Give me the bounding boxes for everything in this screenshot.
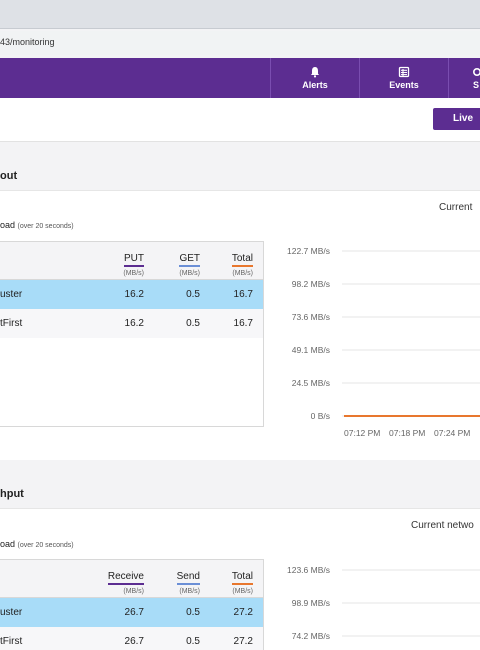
- column-header[interactable]: GET (MB/s): [160, 248, 200, 277]
- throughput-subtitle: oad (over 20 seconds): [0, 220, 74, 230]
- table-header: PUT (MB/s) GET (MB/s) Total (MB/s): [0, 242, 263, 280]
- row-name: tFirst: [0, 318, 23, 329]
- column-header[interactable]: Total (MB/s): [212, 566, 253, 595]
- table-header: Receive (MB/s) Send (MB/s) Total (MB/s): [0, 560, 263, 598]
- nav-alerts[interactable]: Alerts: [270, 58, 359, 98]
- cell-value: 27.2: [233, 607, 253, 618]
- browser-tab-strip: [0, 0, 480, 29]
- row-name: uster: [0, 607, 23, 618]
- x-tick-label: 07:24 PM: [434, 428, 470, 438]
- throughput-table: PUT (MB/s) GET (MB/s) Total (MB/s) uster…: [0, 241, 264, 427]
- column-name: PUT: [124, 253, 144, 267]
- table-row[interactable]: uster 16.2 0.5 16.7: [0, 280, 263, 309]
- live-button[interactable]: Live: [433, 108, 480, 130]
- settings-icon: [473, 68, 480, 76]
- throughput-subtitle-note: (over 20 seconds): [17, 223, 74, 230]
- cell-value: 16.2: [124, 318, 144, 329]
- y-tick-label: 24.5 MB/s: [292, 378, 330, 388]
- table-row[interactable]: tFirst 26.7 0.5 27.2: [0, 627, 263, 650]
- y-tick-label: 49.1 MB/s: [292, 345, 330, 355]
- throughput-subtitle-text: oad: [0, 220, 16, 230]
- y-tick-label: 0 B/s: [311, 411, 330, 421]
- column-name: Send: [176, 571, 200, 585]
- nav-settings[interactable]: S: [448, 58, 480, 98]
- cell-value: 0.5: [186, 607, 200, 618]
- x-tick-label: 07:18 PM: [389, 428, 425, 438]
- row-name: uster: [0, 289, 23, 300]
- y-tick-label: 74.2 MB/s: [292, 631, 330, 641]
- column-unit: (MB/s): [123, 270, 144, 277]
- network-table: Receive (MB/s) Send (MB/s) Total (MB/s) …: [0, 559, 264, 650]
- cell-value: 16.7: [233, 289, 253, 300]
- network-subtitle-text: oad: [0, 539, 16, 549]
- bell-icon: [311, 67, 319, 78]
- column-name: Total: [231, 571, 253, 585]
- column-unit: (MB/s): [179, 270, 200, 277]
- column-name: GET: [179, 253, 200, 267]
- cell-value: 0.5: [186, 318, 200, 329]
- cell-value: 26.7: [124, 607, 144, 618]
- throughput-current-label: Current: [439, 202, 473, 213]
- network-subtitle-note: (over 20 seconds): [17, 542, 74, 549]
- nav-alerts-label: Alerts: [302, 80, 328, 90]
- top-nav: Alerts Events S: [0, 58, 480, 98]
- cell-value: 16.7: [233, 318, 253, 329]
- y-tick-label: 98.2 MB/s: [292, 279, 330, 289]
- column-unit: (MB/s): [179, 588, 200, 595]
- network-section-title: hput: [0, 488, 24, 500]
- network-card: Current netwo oad (over 20 seconds) Rece…: [0, 508, 480, 650]
- table-row[interactable]: uster 26.7 0.5 27.2: [0, 598, 263, 627]
- column-header[interactable]: Send (MB/s): [160, 566, 200, 595]
- throughput-section-title: out: [0, 170, 18, 182]
- monitoring-toolbar: Live: [0, 98, 480, 142]
- x-tick-label: 07:12 PM: [344, 428, 380, 438]
- network-current-label: Current netwo: [411, 520, 474, 531]
- cell-value: 26.7: [124, 636, 144, 647]
- column-unit: (MB/s): [232, 270, 253, 277]
- nav-settings-label: S: [473, 80, 480, 90]
- y-tick-label: 122.7 MB/s: [287, 246, 330, 256]
- cell-value: 0.5: [186, 289, 200, 300]
- network-chart: 123.6 MB/s 98.9 MB/s 74.2 MB/s: [287, 565, 480, 641]
- y-tick-label: 98.9 MB/s: [292, 598, 330, 608]
- column-header[interactable]: PUT (MB/s): [104, 248, 144, 277]
- throughput-card: Current oad (over 20 seconds) PUT (MB/s)…: [0, 190, 480, 460]
- y-tick-label: 123.6 MB/s: [287, 565, 330, 575]
- column-header[interactable]: Receive (MB/s): [90, 566, 144, 595]
- y-tick-label: 73.6 MB/s: [292, 312, 330, 322]
- throughput-chart: 122.7 MB/s 98.2 MB/s 73.6 MB/s 49.1 MB/s 24.…: [287, 246, 480, 438]
- cell-value: 27.2: [233, 636, 253, 647]
- row-name: tFirst: [0, 636, 23, 647]
- url-text: 43/monitoring: [0, 37, 55, 47]
- network-subtitle: oad (over 20 seconds): [0, 539, 74, 549]
- cell-value: 16.2: [124, 289, 144, 300]
- column-name: Receive: [107, 571, 144, 585]
- events-icon: [398, 66, 410, 78]
- column-name: Total: [231, 253, 253, 267]
- column-header[interactable]: Total (MB/s): [212, 248, 253, 277]
- column-unit: (MB/s): [123, 588, 144, 595]
- nav-events-label: Events: [389, 80, 419, 90]
- address-bar[interactable]: 43/monitoring: [0, 31, 480, 55]
- column-unit: (MB/s): [232, 588, 253, 595]
- nav-events[interactable]: Events: [359, 58, 448, 98]
- cell-value: 0.5: [186, 636, 200, 647]
- table-row[interactable]: tFirst 16.2 0.5 16.7: [0, 309, 263, 338]
